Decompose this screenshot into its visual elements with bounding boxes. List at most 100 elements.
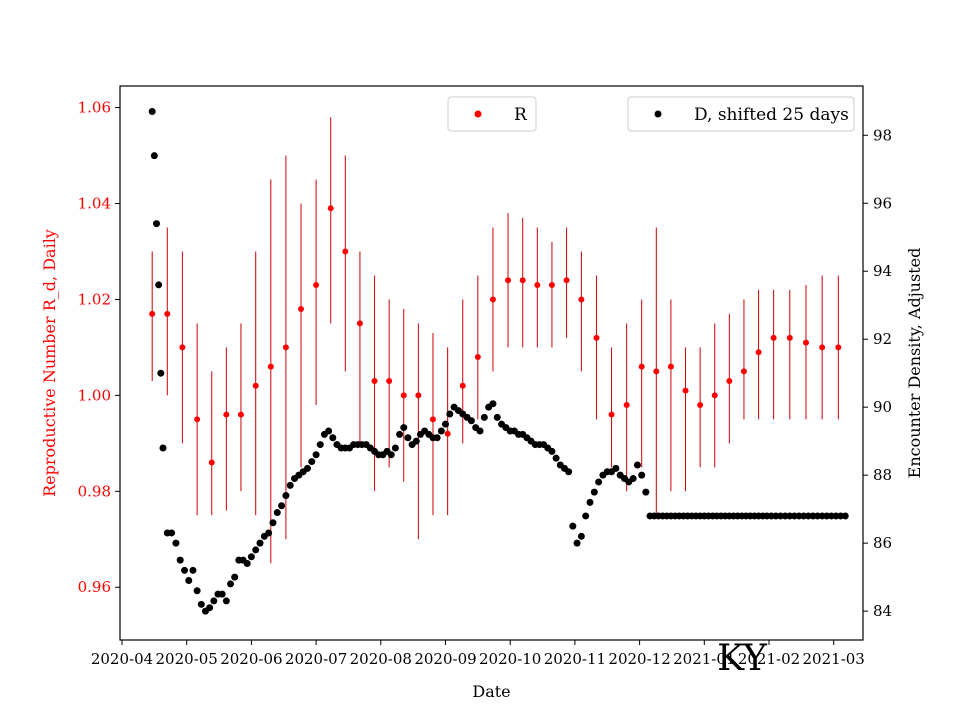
legend-d-marker (654, 110, 662, 118)
y-left-tick-label: 1.02 (78, 290, 111, 308)
r-point (164, 310, 171, 317)
r-point (563, 277, 570, 284)
x-tick-label: 2020-12 (608, 650, 670, 668)
d-point (181, 566, 189, 574)
r-point (371, 377, 378, 384)
x-tick-label: 2021-03 (803, 650, 865, 668)
d-point (159, 444, 167, 452)
r-point (342, 248, 349, 255)
r-point (298, 306, 305, 313)
d-point (155, 281, 163, 289)
plot-area (148, 107, 849, 615)
legend-r-label: R (514, 105, 528, 125)
r-point (711, 392, 718, 399)
r-point (697, 401, 704, 408)
d-point (841, 512, 849, 520)
legend-r-marker (474, 110, 482, 118)
state-annotation: KY (717, 638, 768, 679)
d-point (252, 546, 260, 554)
r-point (327, 205, 334, 212)
d-point (172, 539, 180, 547)
y-left-tick-label: 1.04 (78, 195, 111, 213)
r-point (149, 310, 156, 317)
d-point (308, 458, 316, 466)
d-point (269, 519, 277, 527)
r-point (400, 392, 407, 399)
d-point (433, 434, 441, 442)
d-point (404, 434, 412, 442)
x-tick-label: 2021-01 (673, 650, 735, 668)
d-point (148, 107, 156, 115)
r-point (505, 277, 512, 284)
d-point (437, 427, 445, 435)
x-tick-label: 2020-05 (156, 650, 218, 668)
r-point (415, 392, 422, 399)
y-right-tick-label: 86 (873, 534, 892, 552)
d-point (218, 590, 226, 598)
d-point (176, 556, 184, 564)
r-point (682, 387, 689, 394)
d-point (222, 597, 230, 605)
y-right-tick-label: 84 (873, 602, 892, 620)
y-axis-left-label: Reproductive Number R_d, Daily (40, 229, 59, 497)
d-point (586, 498, 594, 506)
r-point (208, 459, 215, 466)
d-point (273, 509, 281, 517)
d-point (629, 475, 637, 483)
d-point (312, 451, 320, 459)
d-point (569, 522, 577, 530)
d-point (595, 478, 603, 486)
d-point (552, 454, 560, 462)
d-point (633, 461, 641, 469)
x-tick-label: 2021-02 (738, 650, 800, 668)
d-point (391, 444, 399, 452)
r-point (740, 368, 747, 375)
r-point (474, 354, 481, 361)
r-point (578, 296, 585, 303)
x-tick-label: 2020-07 (285, 650, 347, 668)
plot-frame (119, 85, 864, 641)
x-axis-label: Date (472, 682, 510, 701)
d-point (642, 488, 650, 496)
x-tick-label: 2020-09 (414, 650, 476, 668)
r-point (667, 363, 674, 370)
d-point (325, 427, 333, 435)
legend-d-frame (627, 96, 855, 132)
d-point (590, 488, 598, 496)
d-point (396, 430, 404, 438)
y-left-tick-label: 0.98 (78, 482, 111, 500)
d-point (278, 502, 286, 510)
y-axis-right-label: Encounter Density, Adjusted (905, 248, 924, 479)
r-point (653, 368, 660, 375)
d-point (247, 553, 255, 561)
x-tick-label: 2020-04 (91, 650, 153, 668)
y-right-tick-label: 96 (873, 194, 892, 212)
y-right-tick-label: 88 (873, 466, 892, 484)
r-point (593, 334, 600, 341)
d-point (412, 437, 420, 445)
d-point (573, 539, 581, 547)
d-point (489, 400, 497, 408)
r-point (819, 344, 826, 351)
d-point (316, 441, 324, 449)
r-point (770, 334, 777, 341)
r-point (252, 382, 259, 389)
x-tick-label: 2020-11 (544, 650, 606, 668)
y-right-tick-label: 90 (873, 398, 892, 416)
d-point (243, 560, 251, 568)
d-point (185, 577, 193, 585)
y-left-tick-label: 1.00 (78, 386, 111, 404)
d-point (446, 410, 454, 418)
r-point (429, 416, 436, 423)
d-point (400, 424, 408, 432)
y-right-tick-label: 98 (873, 126, 892, 144)
r-point (638, 363, 645, 370)
d-point (193, 587, 201, 595)
y-left-tick-label: 0.96 (78, 578, 111, 596)
r-point (534, 282, 541, 289)
d-point (206, 604, 214, 612)
axes: 2020-04 2020-05 2020-06 2020-07 2020-08 2020-… (78, 99, 893, 668)
d-point (303, 464, 311, 472)
d-point (565, 468, 573, 476)
d-point (157, 369, 165, 377)
